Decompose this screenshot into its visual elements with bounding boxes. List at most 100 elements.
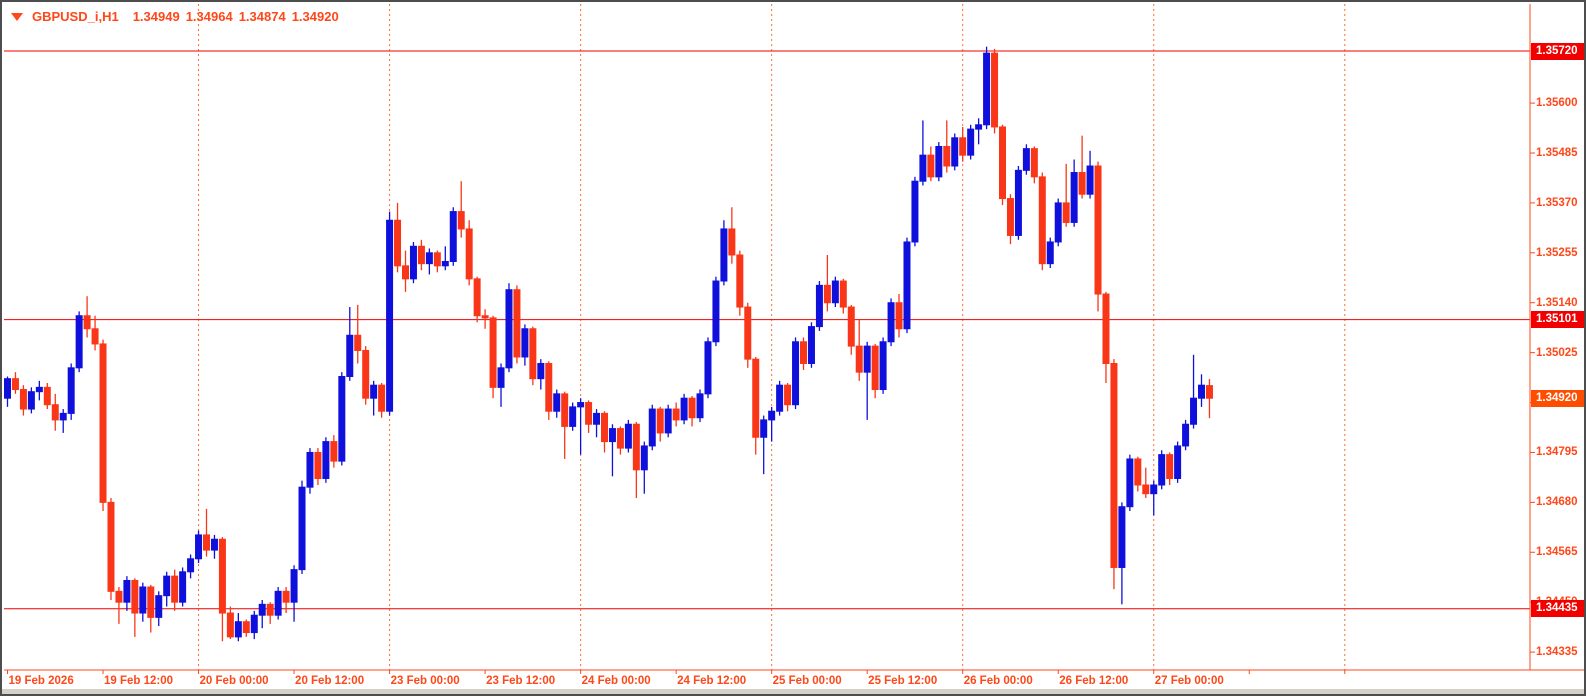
bear-candle-body xyxy=(1110,362,1118,568)
bull-candle-body xyxy=(704,341,712,395)
bear-candle-body xyxy=(1205,385,1213,399)
window-bottom-edge xyxy=(2,689,1584,694)
bull-candle-body xyxy=(792,341,800,406)
bear-candle-body xyxy=(282,590,290,603)
bull-candle-body xyxy=(210,538,218,551)
bull-candle-body xyxy=(1054,202,1062,243)
bull-candle-body xyxy=(409,245,417,280)
bull-candle-body xyxy=(139,586,147,614)
bear-candle-body xyxy=(115,590,123,603)
bear-candle-body xyxy=(481,315,489,319)
price-tick-label: 1.35140 xyxy=(1536,296,1578,309)
level-price-badge: 1.35101 xyxy=(1531,311,1584,329)
bull-candle-body xyxy=(258,603,266,616)
time-tick-label: 26 Feb 12:00 xyxy=(1059,675,1129,687)
bull-candle-body xyxy=(250,614,258,634)
bull-candle-body xyxy=(1126,458,1134,508)
bull-candle-body xyxy=(306,451,314,488)
bull-candle-body xyxy=(1158,454,1166,486)
bull-candle-body xyxy=(768,410,776,421)
bull-candle-body xyxy=(75,315,83,369)
bull-candle-body xyxy=(967,128,975,156)
bear-candle-body xyxy=(871,345,879,391)
bull-candle-body xyxy=(863,345,871,373)
bull-candle-body xyxy=(1118,506,1126,568)
bull-candle-body xyxy=(298,486,306,571)
bull-candle-body xyxy=(537,362,545,380)
bull-candle-body xyxy=(608,428,616,443)
bull-candle-body xyxy=(155,595,163,618)
title-close-value: 1.34920 xyxy=(291,9,339,24)
bull-candle-body xyxy=(187,558,195,573)
bear-candle-body xyxy=(19,389,27,410)
bear-candle-body xyxy=(1006,198,1014,236)
bull-candle-body xyxy=(577,402,585,408)
bear-candle-body xyxy=(839,280,847,308)
bear-candle-body xyxy=(585,402,593,425)
bear-candle-body xyxy=(417,245,425,265)
time-tick-label: 24 Feb 00:00 xyxy=(581,675,651,687)
bear-candle-body xyxy=(43,386,51,406)
bull-candle-body xyxy=(123,579,131,603)
bear-candle-body xyxy=(11,378,19,391)
bull-candle-body xyxy=(1190,397,1198,425)
bear-candle-body xyxy=(736,254,744,308)
time-tick-label: 25 Feb 00:00 xyxy=(772,675,842,687)
bear-candle-body xyxy=(394,219,402,267)
bear-candle-body xyxy=(959,137,967,156)
bear-candle-body xyxy=(800,341,807,364)
bear-candle-body xyxy=(688,397,696,419)
bull-candle-body xyxy=(1022,148,1030,171)
bear-candle-body xyxy=(473,278,481,317)
bear-candle-body xyxy=(1078,172,1086,195)
price-tick-label: 1.34335 xyxy=(1536,646,1578,659)
bear-candle-body xyxy=(999,126,1006,200)
bear-candle-body xyxy=(330,441,338,462)
bull-candle-body xyxy=(712,280,720,343)
bear-candle-body xyxy=(847,306,855,347)
bear-candle-body xyxy=(171,575,179,603)
bear-candle-body xyxy=(51,404,59,421)
bull-candle-body xyxy=(983,52,991,126)
bull-candle-body xyxy=(1198,384,1205,399)
one-click-trading-arrow-icon[interactable] xyxy=(11,12,23,21)
bull-candle-body xyxy=(346,334,354,377)
bear-candle-body xyxy=(616,428,624,449)
bull-candle-body xyxy=(386,219,394,412)
bear-candle-body xyxy=(203,534,210,551)
current-price-badge: 1.34920 xyxy=(1531,389,1584,407)
symbol-period-label: GBPUSD_i,H1 xyxy=(32,9,119,24)
chart-title: GBPUSD_i,H1 1.34949 1.34964 1.34874 1.34… xyxy=(11,9,345,24)
bear-candle-body xyxy=(457,211,465,230)
bull-candle-body xyxy=(1046,241,1054,265)
bull-candle-body xyxy=(195,534,203,560)
bear-candle-body xyxy=(784,384,792,406)
time-tick-label: 19 Feb 2026 xyxy=(8,675,74,687)
bear-candle-body xyxy=(266,603,274,616)
bull-candle-body xyxy=(274,590,282,616)
title-open-value: 1.34949 xyxy=(132,9,180,24)
bear-candle-body xyxy=(83,315,91,330)
bear-candle-body xyxy=(823,284,831,304)
bear-candle-body xyxy=(1094,165,1102,295)
bear-candle-body xyxy=(314,451,322,479)
bull-candle-body xyxy=(569,406,577,427)
bull-candle-body xyxy=(1174,445,1182,479)
bear-candle-body xyxy=(226,612,234,638)
bull-candle-body xyxy=(1014,169,1022,236)
price-tick-label: 1.35025 xyxy=(1536,346,1578,359)
bull-candle-body xyxy=(505,289,513,369)
level-price-badge: 1.35720 xyxy=(1531,42,1584,60)
bear-candle-body xyxy=(131,579,139,614)
price-tick-label: 1.35370 xyxy=(1536,196,1578,209)
bull-candle-body xyxy=(1070,172,1078,223)
bear-candle-body xyxy=(943,145,951,167)
bear-candle-body xyxy=(242,621,250,634)
bear-candle-body xyxy=(402,265,409,280)
bull-candle-body xyxy=(831,280,839,304)
bear-candle-body xyxy=(362,349,370,399)
bull-candle-body xyxy=(593,412,601,425)
bear-candle-body xyxy=(99,343,107,503)
bull-candle-body xyxy=(975,124,983,130)
